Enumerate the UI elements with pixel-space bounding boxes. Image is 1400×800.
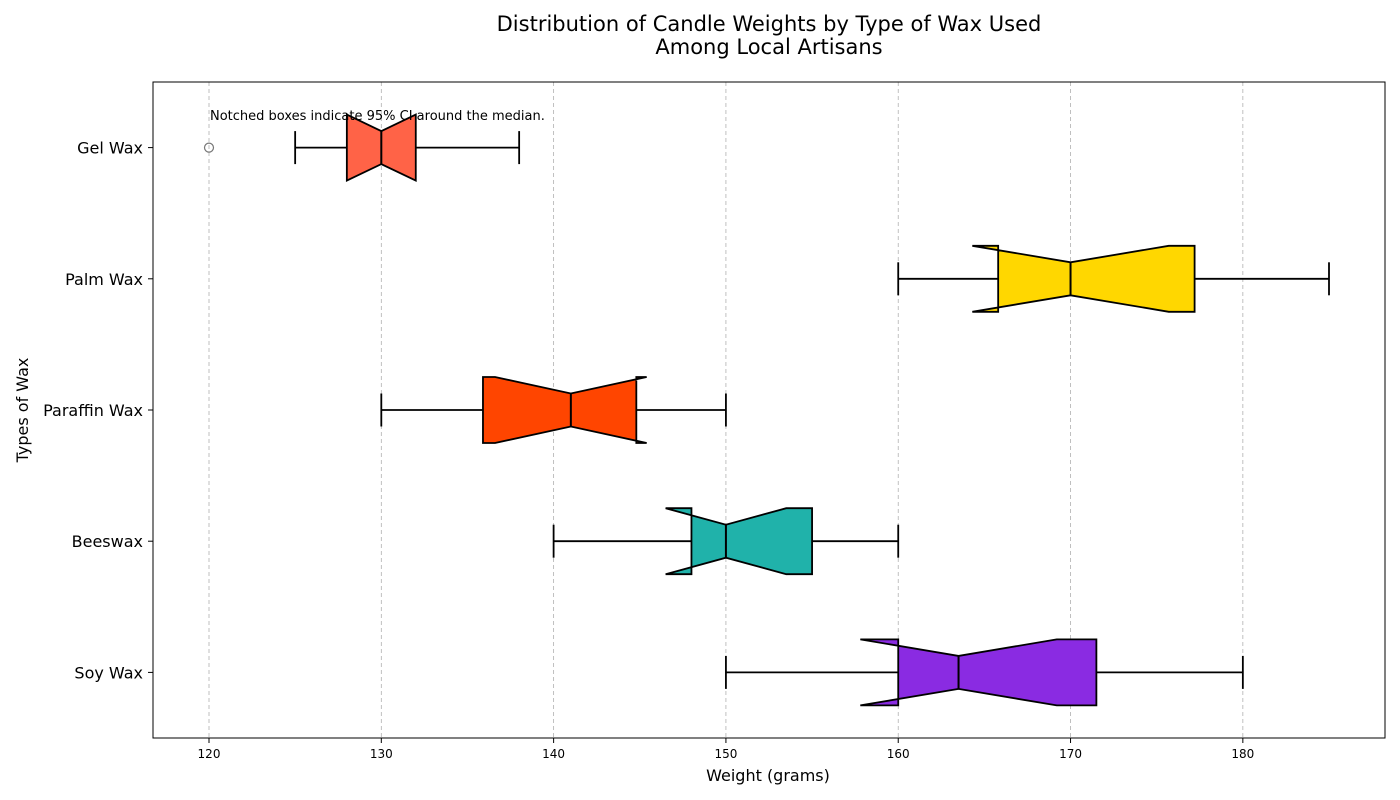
box-palm-wax (897, 244, 1330, 313)
y-tick-label: Paraffin Wax (43, 401, 143, 420)
box-series (203, 113, 1330, 707)
x-tick-label: 160 (887, 747, 910, 761)
box-gel-wax (203, 113, 521, 183)
box-paraffin-wax (380, 376, 727, 444)
x-axis-ticks: 120 130 140 150 160 170 180 (198, 738, 1254, 761)
y-axis-ticks: Soy Wax Beeswax Paraffin Wax Palm Wax Gel Wa… (43, 139, 153, 682)
y-axis-label: Types of Wax (13, 358, 32, 464)
x-tick-label: 170 (1059, 747, 1082, 761)
grid-lines (208, 82, 1244, 738)
plot-area-frame (152, 81, 1386, 739)
box-beeswax (552, 507, 900, 576)
x-tick-label: 150 (714, 747, 737, 761)
chart-annotation: Notched boxes indicate 95% CI around the… (210, 109, 545, 124)
outlier-point (203, 142, 215, 153)
y-tick-label: Palm Wax (65, 270, 143, 289)
x-tick-label: 180 (1231, 747, 1254, 761)
y-tick-label: Soy Wax (74, 663, 143, 682)
y-tick-label: Gel Wax (77, 139, 143, 158)
y-tick-label: Beeswax (72, 532, 143, 551)
notched-box (482, 376, 647, 444)
chart-title-line-2: Among Local Artisans (655, 35, 882, 59)
x-axis-label: Weight (grams) (706, 766, 830, 785)
box-soy-wax (725, 638, 1244, 707)
x-tick-label: 120 (198, 747, 221, 761)
x-tick-label: 130 (370, 747, 393, 761)
notched-box (860, 638, 1098, 707)
notched-box (972, 244, 1196, 313)
notched-box (665, 507, 813, 576)
chart-title-line-1: Distribution of Candle Weights by Type o… (497, 12, 1042, 36)
x-tick-label: 140 (542, 747, 565, 761)
